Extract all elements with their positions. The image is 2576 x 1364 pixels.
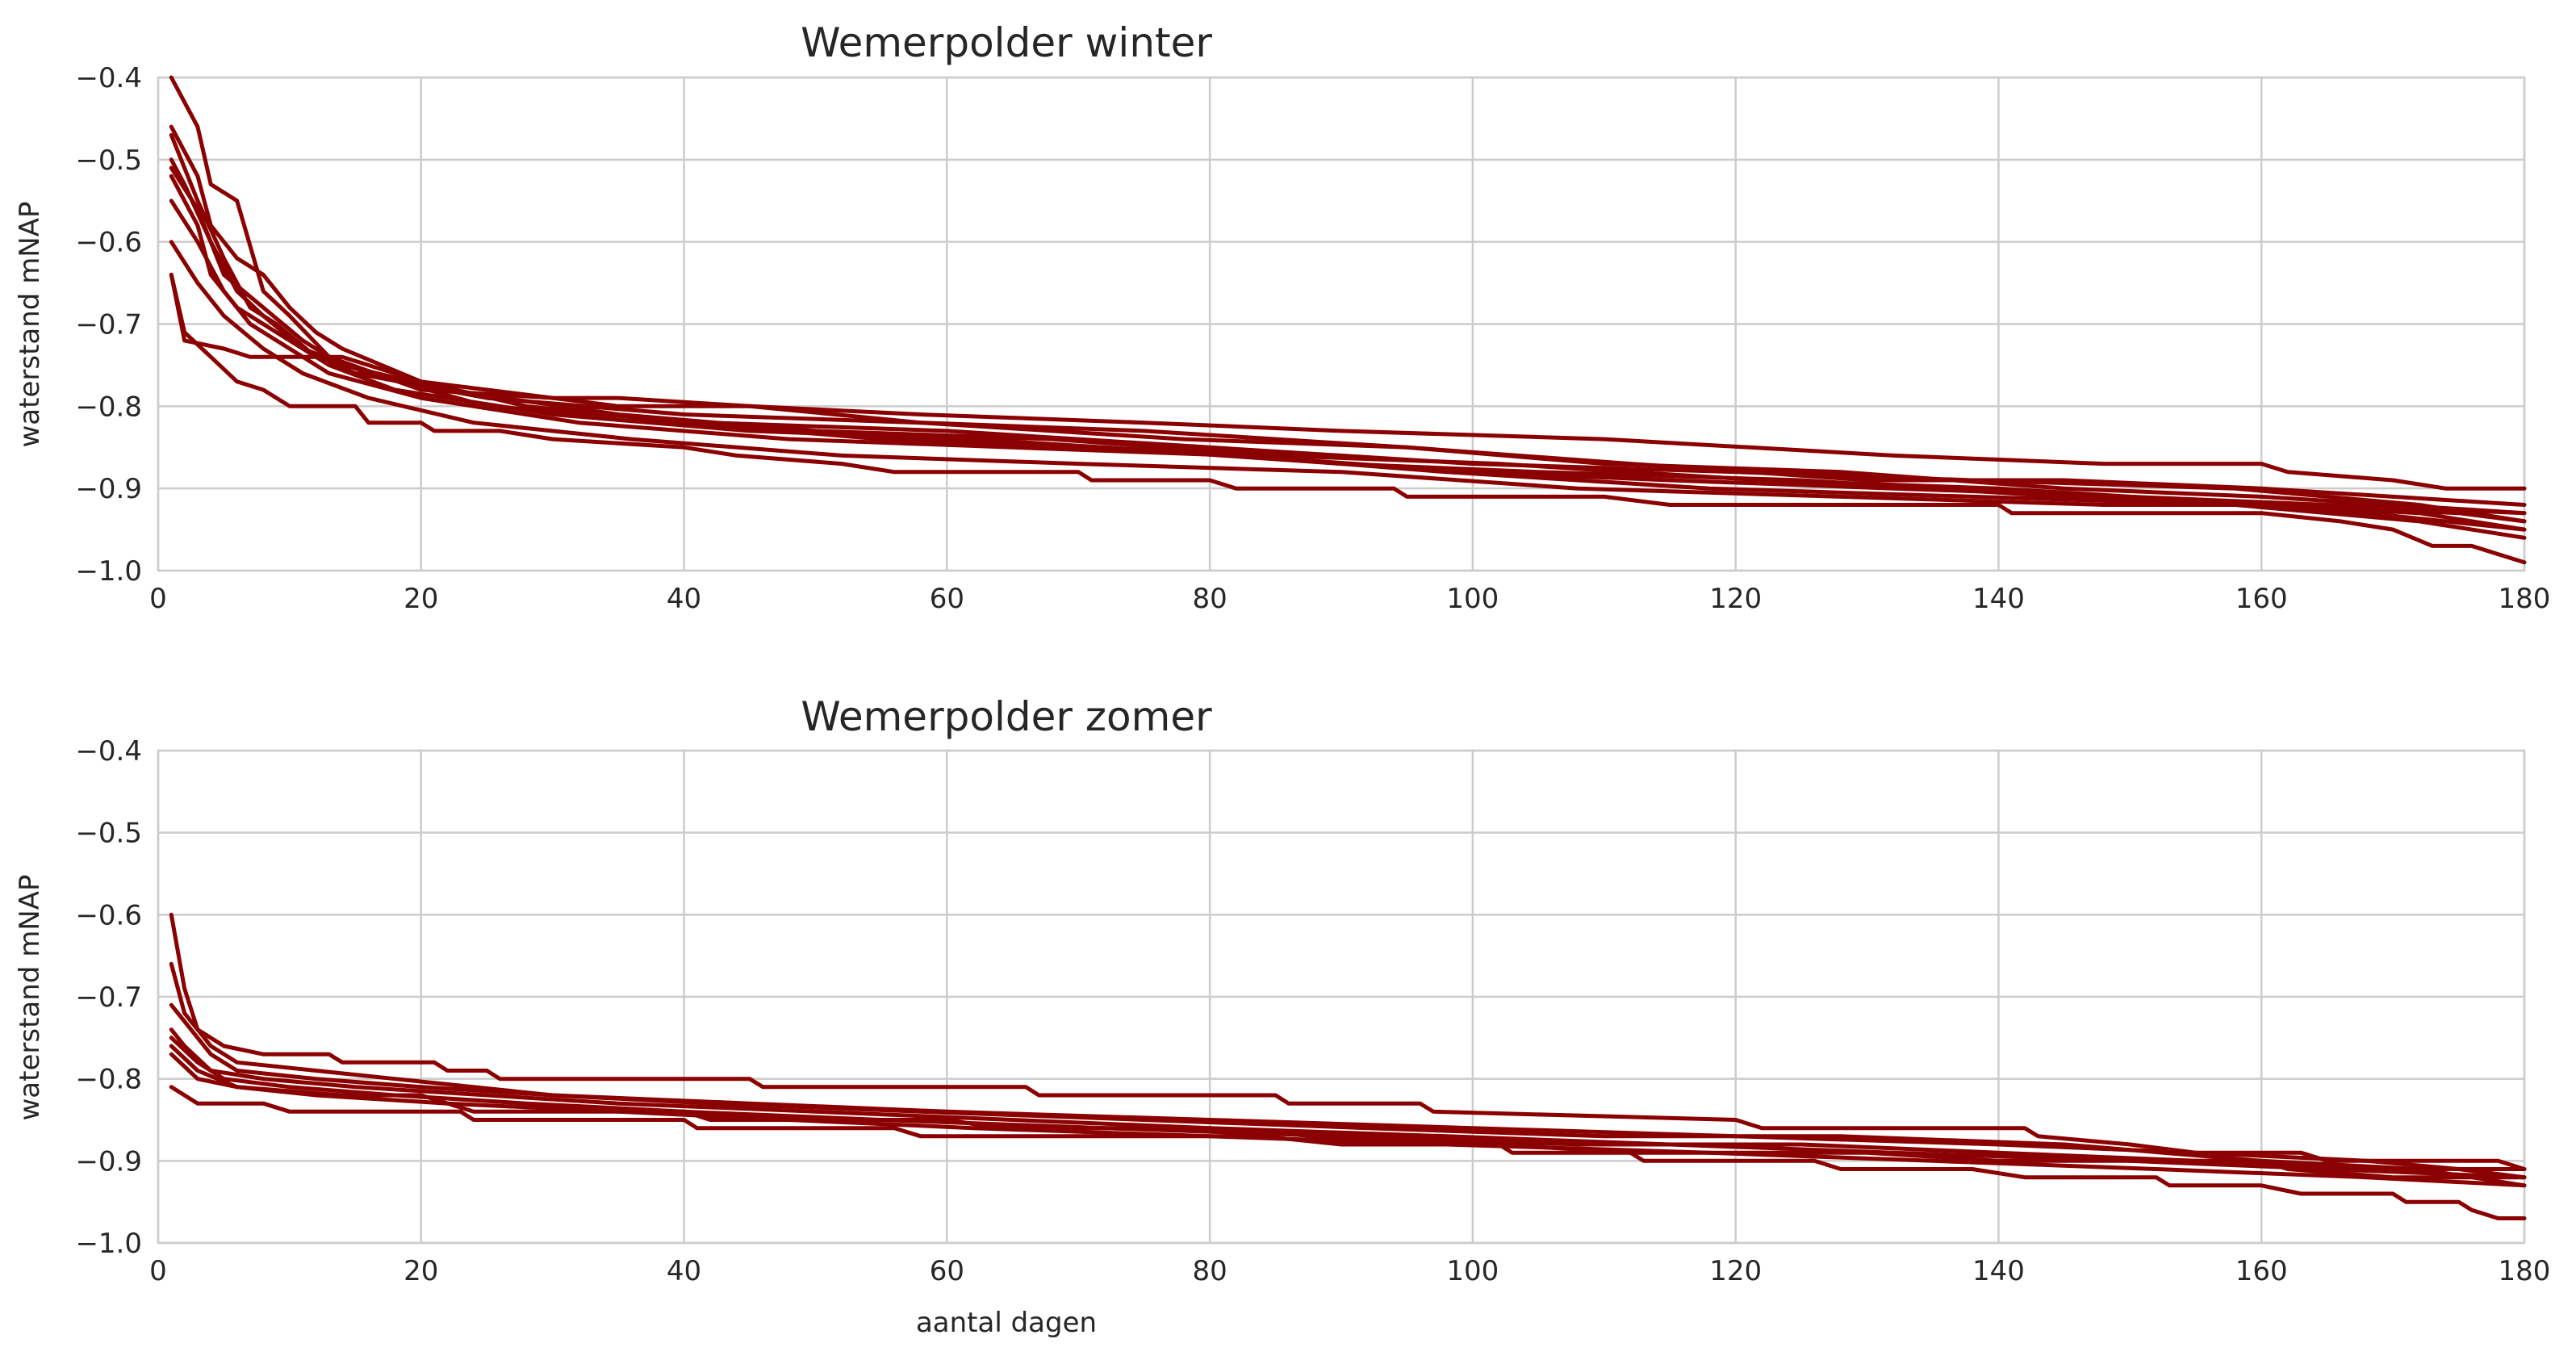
series-line [169,272,2527,565]
x-tick-label: 20 [404,1255,438,1287]
y-tick-label: −0.8 [75,1064,142,1096]
x-tick-label: 180 [2499,1255,2551,1287]
series-line [169,1036,2527,1171]
y-axis-label: waterstand mNAP [14,201,46,447]
x-tick-label: 160 [2235,583,2288,615]
x-tick-label: 120 [1709,1255,1762,1287]
series-group [169,912,2527,1220]
x-tick-label: 100 [1446,1255,1499,1287]
series-line [169,1002,2527,1188]
x-tick-label: 160 [2235,1255,2288,1287]
x-tick-label: 100 [1446,583,1499,615]
chart-title: Wemerpolder winter [801,19,1212,66]
x-ticks: 0 20 40 60 80 100 120 140 160 180 [149,1255,2550,1287]
series-line [169,240,2527,532]
series-line [169,912,2527,1171]
series-line [169,165,2527,532]
y-tick-label: −0.5 [75,144,142,177]
y-tick-label: −0.9 [75,1145,142,1178]
y-ticks: −1.0 −0.9 −0.8 −0.7 −0.6 −0.5 −0.4 [75,735,142,1260]
y-tick-label: −0.7 [75,309,142,341]
y-tick-label: −0.5 [75,818,142,850]
series-line [169,1085,2527,1220]
series-line [169,1052,2527,1180]
plot-frame [157,749,2526,1245]
y-tick-label: −0.8 [75,391,142,423]
series-line [169,75,2527,491]
series-line [169,124,2527,507]
x-ticks: 0 20 40 60 80 100 120 140 160 180 [149,583,2550,615]
chart-title: Wemerpolder zomer [801,693,1212,740]
x-tick-label: 80 [1192,583,1227,615]
x-tick-label: 0 [149,583,167,615]
y-tick-label: −0.9 [75,473,142,505]
x-tick-label: 40 [667,583,701,615]
x-axis-label: aantal dagen [916,1307,1097,1339]
y-tick-label: −0.6 [75,227,142,259]
x-tick-label: 180 [2499,583,2551,615]
series-line [169,199,2527,540]
series-line [169,272,2527,524]
y-axis-label: waterstand mNAP [14,874,46,1120]
x-tick-label: 20 [404,583,438,615]
y-tick-label: −0.6 [75,899,142,931]
chart-winter: Wemerpolder winter waterstand mNAP 0 20 40… [14,19,2550,615]
x-tick-label: 40 [667,1255,701,1287]
series-line [169,157,2527,524]
x-tick-label: 0 [149,1255,167,1287]
x-tick-label: 140 [1972,1255,2025,1287]
y-tick-label: −1.0 [75,555,142,588]
x-tick-label: 60 [930,583,964,615]
y-ticks: −1.0 −0.9 −0.8 −0.7 −0.6 −0.5 −0.4 [75,62,142,588]
series-group [169,75,2527,565]
x-tick-label: 60 [930,1255,964,1287]
x-tick-label: 120 [1709,583,1762,615]
y-tick-label: −1.0 [75,1228,142,1260]
x-tick-label: 80 [1192,1255,1227,1287]
y-tick-label: −0.7 [75,981,142,1014]
y-tick-label: −0.4 [75,62,142,94]
y-tick-label: −0.4 [75,735,142,768]
chart-zomer: Wemerpolder zomer waterstand mNAP aantal… [14,693,2550,1339]
x-tick-label: 140 [1972,583,2025,615]
series-line [169,1027,2527,1180]
plot-frame [157,76,2526,572]
